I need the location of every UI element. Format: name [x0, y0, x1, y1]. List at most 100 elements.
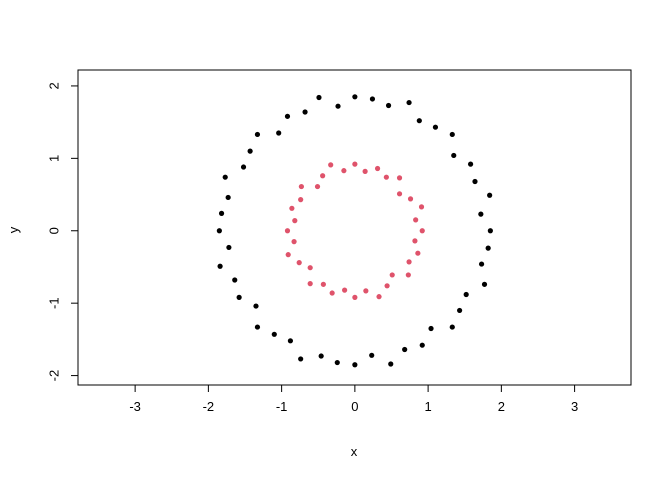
outer-ring-point	[485, 245, 491, 251]
inner-ring-point	[412, 238, 418, 244]
outer-ring-point	[432, 124, 439, 130]
outer-ring-point	[487, 192, 493, 198]
outer-ring-point	[217, 263, 223, 269]
inner-ring-point	[307, 265, 313, 271]
outer-ring-point	[352, 362, 358, 368]
outer-ring-point	[240, 164, 247, 170]
outer-ring-point	[236, 294, 242, 300]
inner-ring-point	[405, 272, 411, 278]
outer-ring-point	[472, 178, 478, 185]
inner-ring-point	[328, 162, 334, 168]
inner-ring-point	[418, 204, 425, 210]
inner-ring-point	[415, 250, 421, 256]
inner-ring-point	[284, 228, 291, 234]
outer-ring-point	[247, 148, 253, 154]
outer-ring-point	[385, 102, 392, 109]
inner-ring-point	[307, 281, 313, 287]
outer-ring-point	[302, 109, 308, 115]
outer-ring-point	[352, 94, 358, 100]
outer-ring-point	[369, 96, 376, 102]
inner-ring-point	[406, 259, 412, 265]
inner-ring-point	[329, 290, 335, 296]
outer-ring-point	[449, 324, 455, 330]
x-tick-label: 2	[498, 399, 505, 414]
outer-ring-point	[388, 361, 394, 367]
plot-frame	[77, 69, 632, 386]
outer-ring-point	[481, 281, 488, 287]
inner-ring-point	[376, 294, 382, 300]
inner-ring-point	[291, 239, 297, 245]
outer-ring-point	[451, 152, 457, 159]
inner-ring-point	[352, 294, 358, 300]
outer-ring-point	[226, 244, 232, 251]
inner-ring-point	[374, 165, 381, 172]
inner-ring-point	[396, 191, 403, 197]
outer-ring-point	[478, 211, 484, 217]
outer-ring-point	[416, 118, 422, 124]
inner-ring-point	[285, 252, 291, 258]
inner-ring-point	[413, 217, 419, 223]
outer-ring-point	[254, 131, 261, 138]
y-tick-label: -1	[47, 297, 62, 309]
outer-ring-point	[335, 103, 341, 109]
y-tick-label: 0	[47, 227, 62, 234]
outer-ring-point	[254, 324, 261, 330]
outer-ring-point	[232, 277, 238, 283]
x-tick-label: -3	[129, 399, 141, 414]
outer-ring-point	[467, 161, 474, 167]
outer-ring-point	[298, 356, 304, 362]
x-tick-label: 0	[351, 399, 358, 414]
outer-ring-point	[318, 353, 324, 359]
inner-ring-point	[363, 288, 369, 294]
outer-ring-point	[428, 325, 434, 332]
points-layer	[216, 94, 493, 368]
inner-ring-point	[384, 283, 390, 289]
inner-ring-point	[320, 281, 326, 287]
inner-ring-point	[298, 183, 304, 190]
outer-ring-point	[222, 174, 228, 180]
inner-ring-point	[320, 173, 326, 179]
outer-ring-point	[316, 94, 322, 101]
inner-ring-point	[314, 183, 321, 190]
inner-ring-point	[362, 168, 368, 174]
inner-ring-point	[352, 161, 358, 167]
outer-ring-point	[402, 346, 408, 353]
y-axis-label: y	[6, 226, 21, 233]
outer-ring-point	[487, 228, 493, 234]
inner-ring-point	[342, 287, 348, 293]
outer-ring-point	[218, 210, 225, 216]
inner-ring-point	[407, 196, 414, 202]
outer-ring-point	[478, 261, 485, 267]
outer-ring-point	[406, 99, 412, 106]
outer-ring-point	[369, 352, 375, 358]
outer-ring-point	[253, 303, 259, 309]
x-tick-label: 1	[424, 399, 431, 414]
inner-ring-point	[298, 197, 304, 203]
inner-ring-point	[296, 260, 302, 266]
x-tick-label: -2	[203, 399, 215, 414]
outer-ring-point	[225, 194, 231, 201]
inner-ring-point	[419, 228, 425, 234]
outer-ring-point	[457, 307, 463, 314]
inner-ring-point	[289, 205, 295, 211]
inner-ring-point	[292, 218, 298, 224]
outer-ring-point	[287, 338, 294, 344]
x-tick-label: -1	[276, 399, 288, 414]
outer-ring-point	[419, 342, 425, 348]
y-axis: -2 -1 0 1 2	[47, 82, 79, 381]
outer-ring-point	[463, 291, 469, 298]
outer-ring-point	[334, 359, 340, 366]
x-axis-label: x	[351, 444, 358, 459]
outer-ring-point	[216, 228, 222, 234]
y-tick-label: -2	[47, 370, 62, 382]
outer-ring-point	[271, 331, 277, 337]
outer-ring-point	[449, 131, 455, 138]
outer-ring-point	[276, 130, 282, 136]
inner-ring-point	[389, 272, 395, 278]
inner-ring-point	[383, 174, 389, 180]
y-tick-label: 2	[47, 82, 62, 89]
x-axis: -3 -2 -1 0 1 2 3	[129, 384, 578, 414]
inner-ring-point	[341, 168, 347, 174]
x-tick-label: 3	[571, 399, 578, 414]
